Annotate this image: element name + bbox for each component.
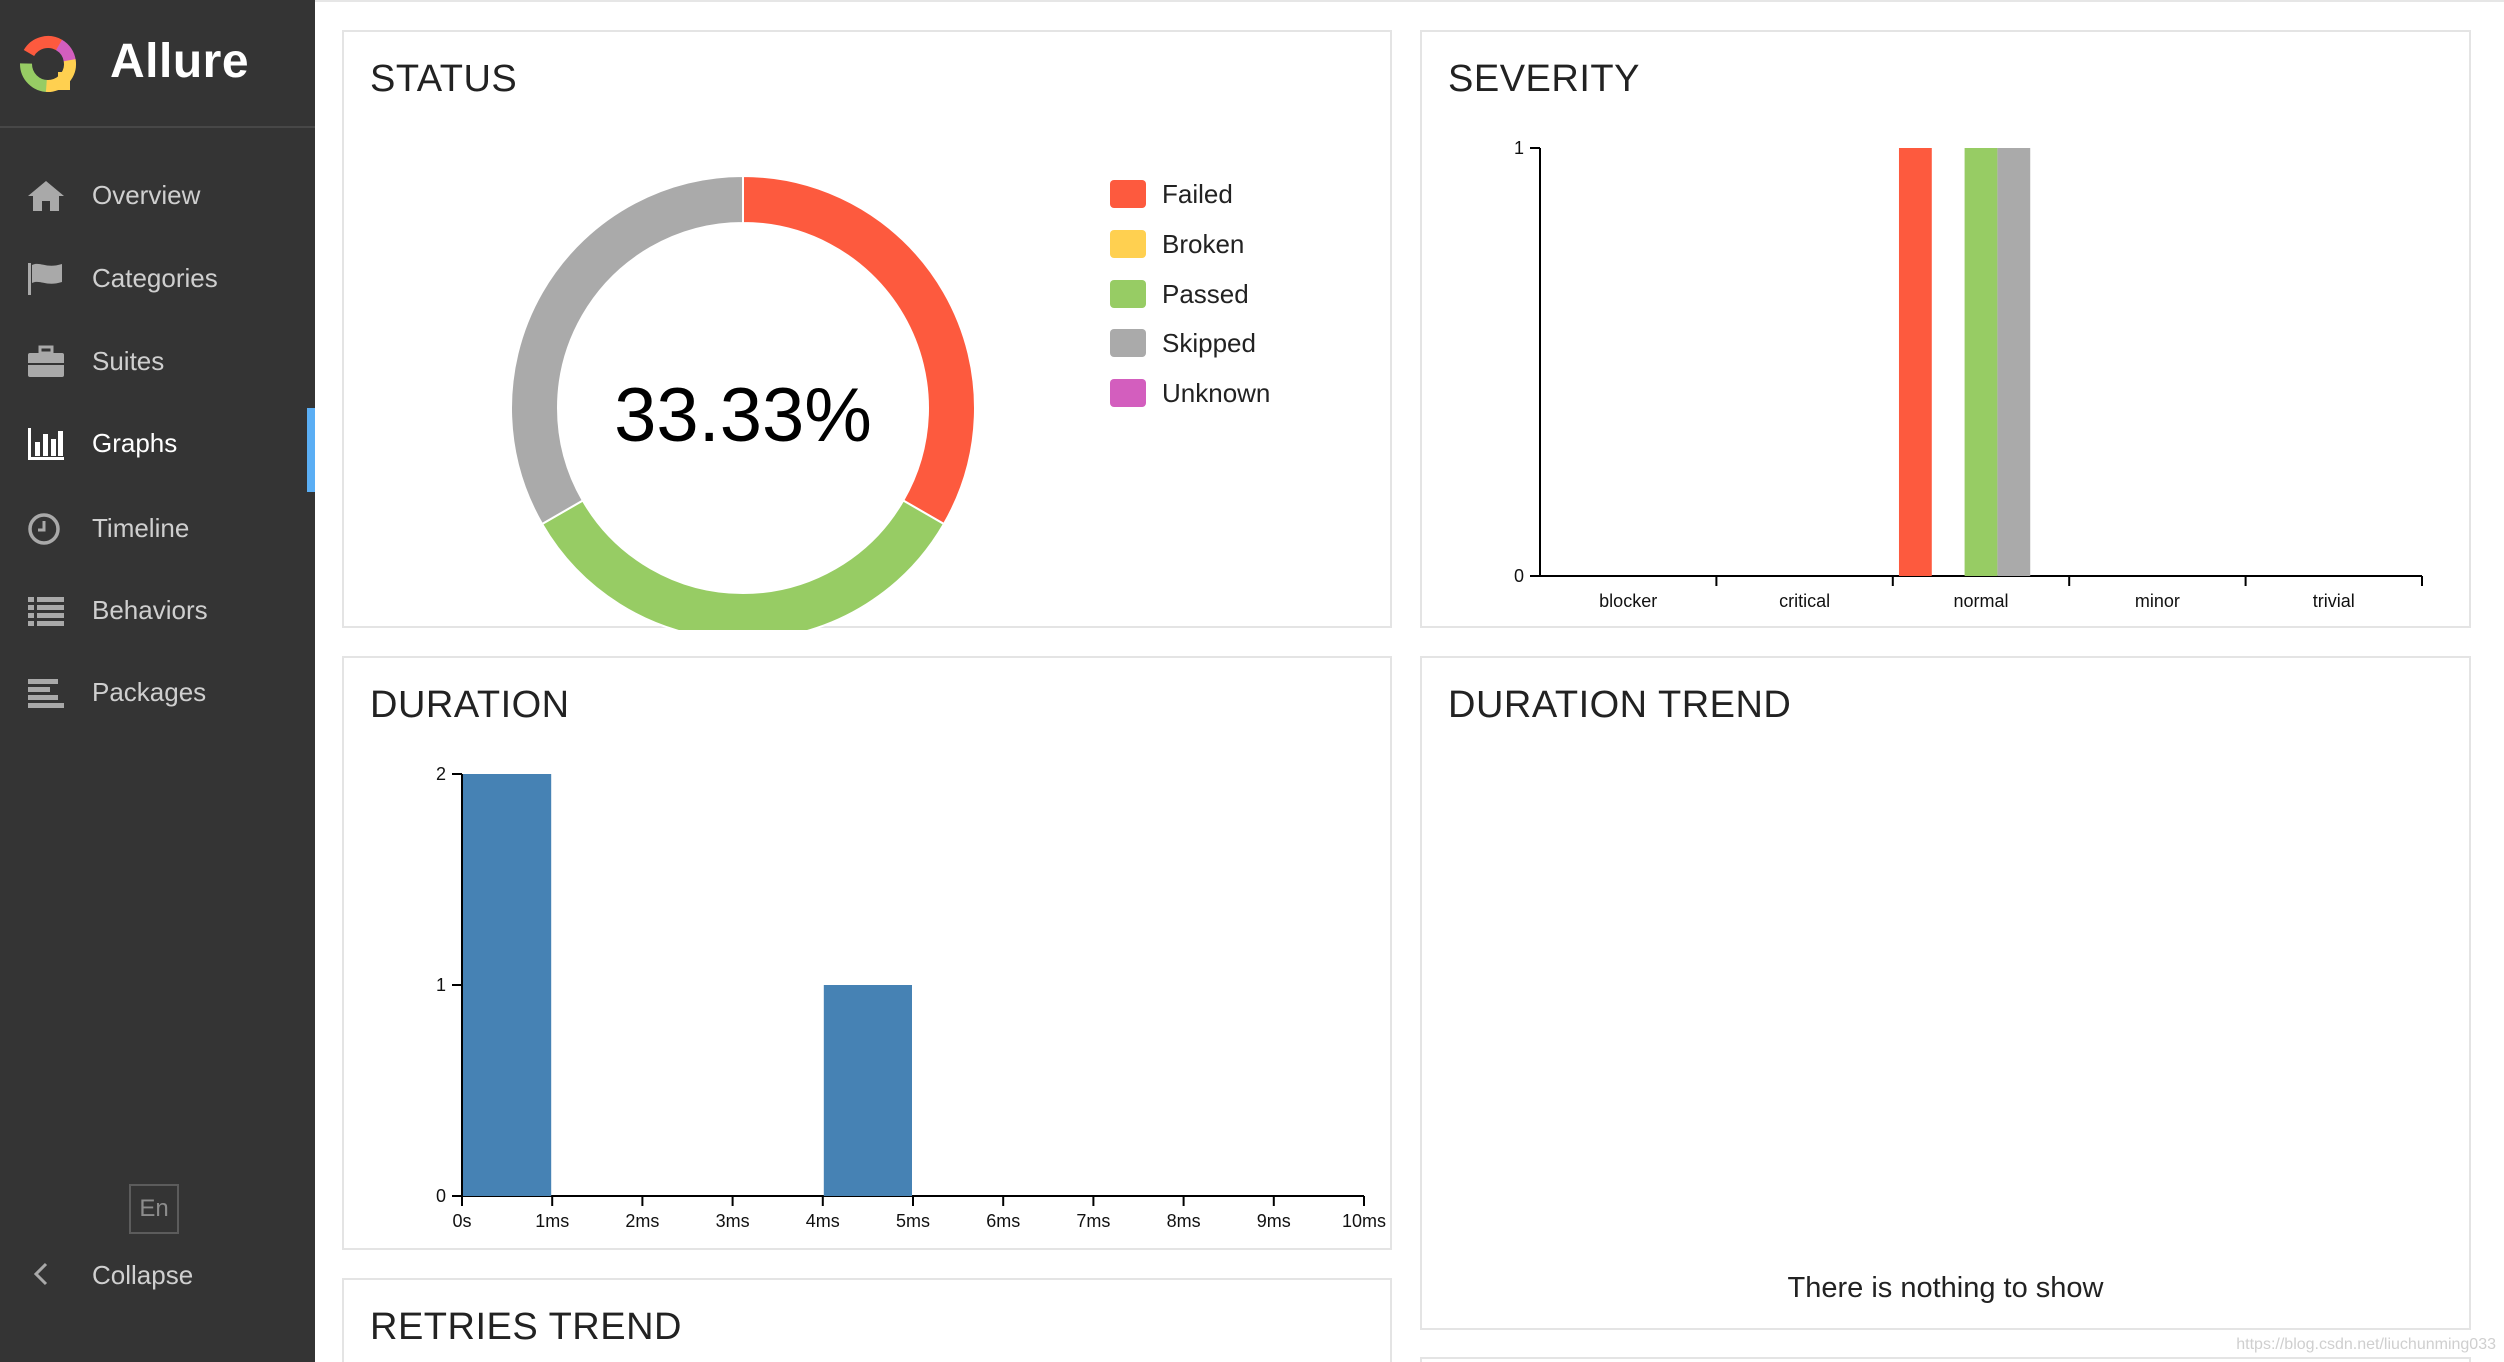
x-tick-label: 3ms — [716, 1211, 750, 1231]
sidebar-item-label: Suites — [92, 346, 165, 376]
x-tick-label: trivial — [2313, 591, 2355, 611]
sidebar-item-categories[interactable]: Categories — [0, 243, 315, 315]
duration-histogram: 0 1 2 0s 1ms 2ms 3ms 4ms 5ms 6ms 7ms 8ms 9ms 10ms — [436, 764, 1386, 1231]
brand[interactable]: Allure — [0, 0, 315, 128]
x-tick-label: 4ms — [806, 1211, 840, 1231]
x-tick-label: normal — [1953, 591, 2008, 611]
severity-widget: SEVERITY 0 1 blocker critical normal minor tri… — [1420, 30, 2471, 628]
collapse-label: Collapse — [92, 1260, 194, 1290]
status-slice-passed[interactable] — [540, 499, 946, 631]
sidebar-item-suites[interactable]: Suites — [0, 326, 315, 398]
status-percent-label: 33.33% — [614, 373, 872, 458]
duration-trend-widget: DURATION TREND There is nothing to show — [1420, 656, 2471, 1330]
app-name: Allure — [110, 35, 250, 88]
watermark: https://blog.csdn.net/liuchunming033 — [2236, 1336, 2496, 1353]
legend-swatch — [1110, 379, 1146, 407]
legend-label: Skipped — [1162, 328, 1256, 358]
language-switcher-button[interactable]: En — [129, 1184, 179, 1234]
x-tick-label: 8ms — [1167, 1211, 1201, 1231]
legend-swatch — [1110, 329, 1146, 357]
x-tick-label: 7ms — [1076, 1211, 1110, 1231]
collapse-button[interactable]: Collapse — [0, 1244, 315, 1304]
chevron-left-icon — [33, 1262, 48, 1286]
align-left-icon — [28, 679, 64, 708]
severity-bar-passed[interactable] — [1964, 148, 1998, 576]
widget-title: DURATION TREND — [1448, 684, 1792, 726]
x-tick-label: minor — [2135, 591, 2180, 611]
sidebar-item-label: Categories — [92, 263, 218, 293]
clock-icon — [28, 513, 60, 545]
sidebar-item-label: Graphs — [92, 428, 178, 458]
widget-title: DURATION — [370, 684, 570, 726]
x-tick-label: 9ms — [1257, 1211, 1291, 1231]
status-slice-failed[interactable] — [742, 174, 976, 526]
duration-bar[interactable] — [463, 774, 552, 1196]
legend-label: Passed — [1162, 279, 1249, 309]
x-tick-label: 5ms — [896, 1211, 930, 1231]
y-tick-label: 1 — [1514, 138, 1524, 158]
status-slice-skipped[interactable] — [510, 174, 744, 526]
legend-swatch — [1110, 180, 1146, 208]
sidebar-item-label: Overview — [92, 180, 201, 210]
x-tick-label: 6ms — [986, 1211, 1020, 1231]
legend-label: Failed — [1162, 179, 1233, 209]
y-tick-label: 2 — [436, 764, 446, 784]
widget-title: SEVERITY — [1448, 58, 1640, 100]
sidebar-item-timeline[interactable]: Timeline — [0, 493, 315, 565]
status-widget: STATUS 33.33% Failed Broken Passed Skipp… — [342, 30, 1392, 631]
sidebar-item-graphs[interactable]: Graphs — [0, 408, 315, 492]
empty-state-text: There is nothing to show — [1787, 1272, 2104, 1304]
severity-bar-chart: 0 1 blocker critical normal minor trivial — [1514, 138, 2423, 611]
sidebar-item-label: Timeline — [92, 513, 190, 543]
legend-label: Unknown — [1162, 378, 1271, 408]
y-tick-label: 0 — [436, 1186, 446, 1206]
severity-bar-failed[interactable] — [1898, 148, 1932, 576]
duration-bar[interactable] — [823, 985, 912, 1196]
graphs-page: STATUS 33.33% Failed Broken Passed Skipp… — [315, 0, 2504, 1362]
status-donut-chart: 33.33% — [510, 174, 976, 631]
sidebar-item-packages[interactable]: Packages — [0, 657, 315, 729]
next-widget — [1420, 1357, 2471, 1362]
sidebar: Allure Overview Categories Suites — [0, 0, 315, 1362]
sidebar-item-overview[interactable]: Overview — [0, 160, 315, 232]
retries-trend-widget: RETRIES TREND — [342, 1278, 1392, 1362]
severity-bar-skipped[interactable] — [1997, 148, 2031, 576]
x-tick-label: blocker — [1599, 591, 1657, 611]
widget-title: RETRIES TREND — [370, 1306, 682, 1348]
sidebar-item-behaviors[interactable]: Behaviors — [0, 575, 315, 647]
sidebar-item-label: Behaviors — [92, 595, 208, 625]
x-tick-label: 0s — [452, 1211, 471, 1231]
active-marker — [307, 408, 315, 492]
bar-chart-icon — [28, 428, 64, 460]
x-tick-label: critical — [1779, 591, 1830, 611]
legend-label: Broken — [1162, 229, 1245, 259]
allure-logo-icon — [19, 35, 76, 92]
y-tick-label: 1 — [436, 975, 446, 995]
flag-icon — [28, 263, 62, 295]
x-tick-label: 1ms — [535, 1211, 569, 1231]
y-tick-label: 0 — [1514, 566, 1524, 586]
legend-swatch — [1110, 230, 1146, 258]
list-icon — [28, 597, 64, 626]
legend-swatch — [1110, 280, 1146, 308]
duration-widget: DURATION 0 1 2 0s 1ms 2ms 3ms 4ms 5ms 6ms 7ms 8ms 9m… — [342, 656, 1392, 1250]
x-tick-label: 10ms — [1342, 1211, 1386, 1231]
briefcase-icon — [28, 345, 64, 377]
widget-title: STATUS — [370, 58, 518, 100]
sidebar-item-label: Packages — [92, 677, 207, 707]
home-icon — [28, 181, 64, 211]
x-tick-label: 2ms — [625, 1211, 659, 1231]
